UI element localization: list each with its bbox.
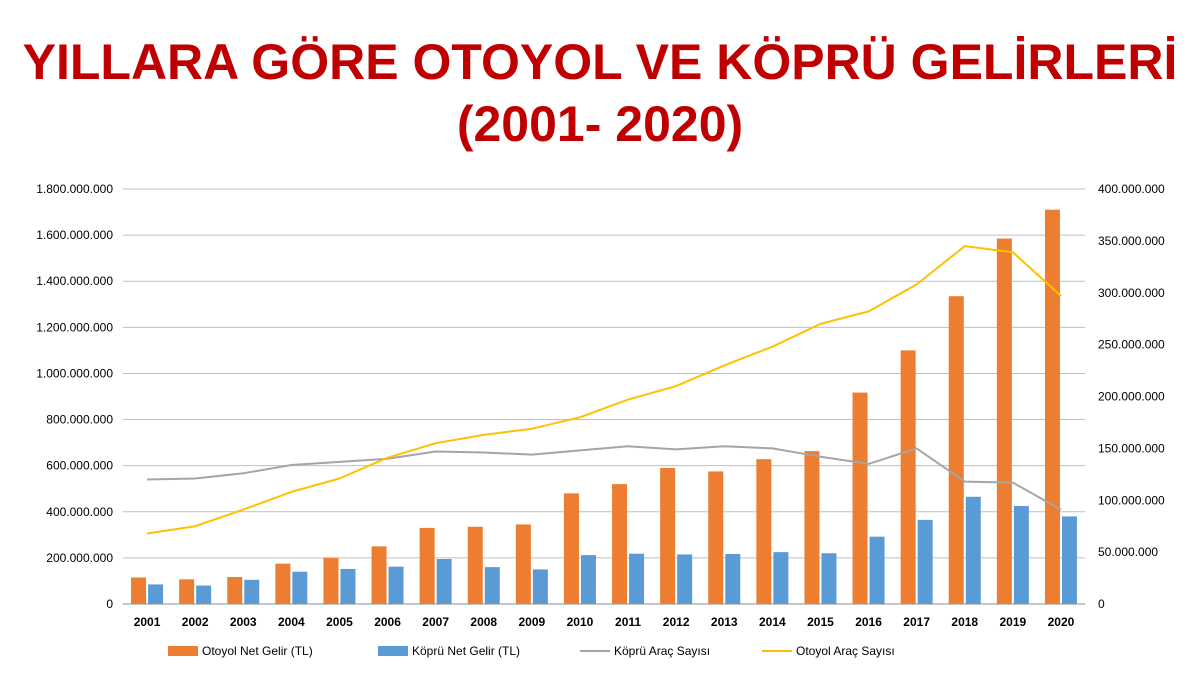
bar-kopru-gelir-2004	[292, 571, 308, 604]
bar-otoyol-gelir-2011	[612, 484, 628, 604]
legend-label: Otoyol Araç Sayısı	[796, 644, 895, 658]
bar-otoyol-gelir-2002	[179, 579, 195, 604]
bar-kopru-gelir-2008	[484, 567, 500, 604]
x-tick-label: 2018	[951, 615, 978, 629]
legend-swatch	[378, 646, 408, 656]
bar-kopru-gelir-2019	[1013, 506, 1029, 604]
x-tick-label: 2012	[663, 615, 690, 629]
bar-kopru-gelir-2016	[869, 536, 885, 604]
bar-kopru-gelir-2005	[340, 568, 356, 604]
x-tick-label: 2004	[278, 615, 305, 629]
bar-otoyol-gelir-2004	[275, 563, 291, 604]
x-tick-label: 2013	[711, 615, 738, 629]
x-tick-label: 2015	[807, 615, 834, 629]
bar-kopru-gelir-2007	[436, 559, 452, 604]
bar-otoyol-gelir-2020	[1044, 209, 1060, 604]
x-tick-label: 2020	[1048, 615, 1075, 629]
bar-otoyol-gelir-2019	[996, 238, 1012, 604]
left-axis-ticks: 0 200.000.000 400.000.000 600.000.000 800.00…	[36, 182, 113, 611]
left-tick-label: 800.000.000	[46, 413, 113, 427]
bar-otoyol-gelir-2005	[323, 557, 339, 604]
bar-otoyol-gelir-2014	[756, 459, 772, 604]
legend: Otoyol Net Gelir (TL) Köprü Net Gelir (TL…	[168, 644, 895, 658]
bar-kopru-gelir-2014	[773, 552, 789, 604]
bar-otoyol-gelir-2007	[419, 527, 435, 604]
x-tick-label: 2019	[999, 615, 1026, 629]
bar-kopru-gelir-2002	[196, 585, 212, 604]
bar-otoyol-gelir-2003	[227, 577, 243, 604]
right-tick-label: 50.000.000	[1098, 545, 1158, 559]
left-tick-label: 1.600.000.000	[36, 228, 113, 242]
bar-kopru-gelir-2020	[1061, 516, 1077, 604]
right-tick-label: 150.000.000	[1098, 441, 1165, 455]
left-tick-label: 1.400.000.000	[36, 274, 113, 288]
x-tick-label: 2003	[230, 615, 257, 629]
lines	[146, 245, 1062, 535]
x-tick-label: 2002	[182, 615, 209, 629]
bar-otoyol-gelir-2016	[852, 392, 868, 604]
bar-otoyol-gelir-2008	[467, 526, 483, 604]
bar-otoyol-gelir-2006	[371, 546, 387, 604]
legend-swatch	[168, 646, 198, 656]
legend-label: Köprü Araç Sayısı	[614, 644, 710, 658]
bar-kopru-gelir-2015	[821, 553, 837, 604]
right-tick-label: 300.000.000	[1098, 286, 1165, 300]
chart-title-line1: YILLARA GÖRE OTOYOL VE KÖPRÜ GELİRLERİ	[22, 34, 1178, 90]
x-tick-label: 2014	[759, 615, 786, 629]
bar-otoyol-gelir-2010	[563, 493, 579, 604]
left-tick-label: 200.000.000	[46, 551, 113, 565]
bar-kopru-gelir-2013	[725, 553, 741, 604]
bar-kopru-gelir-2012	[677, 554, 693, 604]
x-tick-label: 2017	[903, 615, 930, 629]
x-tick-label: 2009	[518, 615, 545, 629]
left-tick-label: 1.000.000.000	[36, 366, 113, 380]
bar-otoyol-gelir-2009	[515, 524, 531, 604]
bar-otoyol-gelir-2001	[131, 577, 147, 604]
legend-label: Otoyol Net Gelir (TL)	[202, 644, 313, 658]
bars	[131, 209, 1077, 604]
left-tick-label: 1.800.000.000	[36, 182, 113, 196]
line-kopru-arac-sayisi	[147, 445, 1062, 511]
bar-kopru-gelir-2010	[580, 555, 596, 604]
gridlines	[123, 188, 1085, 605]
bar-otoyol-gelir-2017	[900, 350, 916, 604]
bar-otoyol-gelir-2012	[660, 467, 676, 604]
chart-title-line2: (2001- 2020)	[456, 96, 744, 152]
left-tick-label: 0	[106, 597, 113, 611]
bar-kopru-gelir-2009	[532, 569, 548, 604]
x-tick-label: 2006	[374, 615, 401, 629]
bar-kopru-gelir-2006	[388, 566, 404, 604]
x-axis-ticks: 2001 2002 2003 2004 2005 2006 2007 2008 2009 2010…	[134, 615, 1075, 629]
line-otoyol-arac-sayisi	[146, 245, 1062, 535]
right-tick-label: 250.000.000	[1098, 338, 1165, 352]
x-tick-label: 2010	[567, 615, 594, 629]
bar-otoyol-gelir-2018	[948, 296, 964, 604]
right-tick-label: 0	[1098, 597, 1105, 611]
x-tick-label: 2005	[326, 615, 353, 629]
x-tick-label: 2016	[855, 615, 882, 629]
bar-kopru-gelir-2011	[629, 553, 645, 604]
bar-kopru-gelir-2018	[965, 496, 981, 604]
bar-kopru-gelir-2001	[148, 584, 164, 604]
left-tick-label: 400.000.000	[46, 505, 113, 519]
right-tick-label: 200.000.000	[1098, 390, 1165, 404]
legend-label: Köprü Net Gelir (TL)	[412, 644, 520, 658]
right-axis-ticks: 0 50.000.000 100.000.000 150.000.000 200.000…	[1098, 182, 1165, 611]
x-tick-label: 2008	[470, 615, 497, 629]
x-tick-label: 2001	[134, 615, 161, 629]
bar-kopru-gelir-2017	[917, 519, 933, 604]
x-tick-label: 2007	[422, 615, 449, 629]
x-tick-label: 2011	[615, 615, 641, 629]
right-tick-label: 350.000.000	[1098, 234, 1165, 248]
left-tick-label: 1.200.000.000	[36, 320, 113, 334]
right-tick-label: 400.000.000	[1098, 182, 1165, 196]
bar-otoyol-gelir-2015	[804, 451, 820, 604]
left-tick-label: 600.000.000	[46, 459, 113, 473]
bar-kopru-gelir-2003	[244, 579, 260, 604]
right-tick-label: 100.000.000	[1098, 493, 1165, 507]
bar-otoyol-gelir-2013	[708, 471, 724, 604]
